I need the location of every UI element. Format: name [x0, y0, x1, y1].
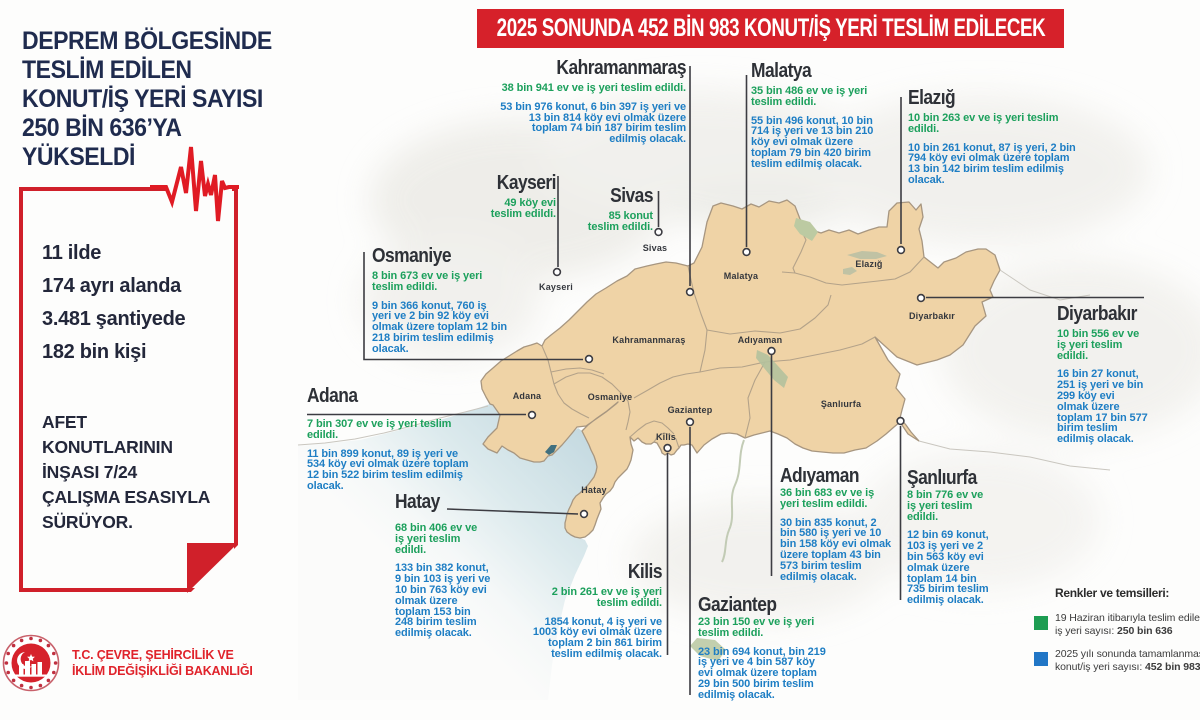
svg-text:Şanlıurfa: Şanlıurfa: [821, 399, 862, 409]
svg-text:Elazığ: Elazığ: [855, 259, 882, 269]
svg-text:Adıyaman: Adıyaman: [738, 335, 783, 345]
svg-text:Diyarbakır: Diyarbakır: [909, 311, 955, 321]
svg-text:Kahramanmaraş: Kahramanmaraş: [612, 335, 685, 345]
svg-text:Sivas: Sivas: [643, 243, 668, 253]
svg-text:Hatay: Hatay: [581, 485, 607, 495]
svg-text:Gaziantep: Gaziantep: [668, 405, 713, 415]
svg-text:Osmaniye: Osmaniye: [588, 392, 633, 402]
svg-text:Kayseri: Kayseri: [539, 282, 573, 292]
svg-text:Adana: Adana: [513, 391, 542, 401]
svg-text:Kilis: Kilis: [656, 432, 676, 442]
svg-text:Malatya: Malatya: [724, 271, 759, 281]
